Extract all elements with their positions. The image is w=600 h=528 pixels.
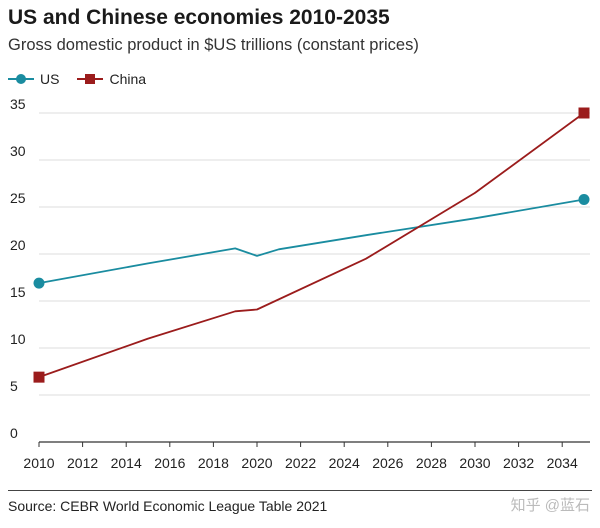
watermark: 知乎 @蓝石 [510,497,590,514]
y-tick-label-0: 0 [10,425,18,441]
line-chart: 0 5 10 15 20 25 30 35 2010 2012 2014 2016 2018 2020 20… [10,96,590,471]
series-line-us [38,198,585,284]
chart-legend: US China [8,71,164,87]
x-tick-label-2016: 2016 [154,455,185,471]
data-point-china-2010 [33,371,45,383]
footer-divider [8,490,592,491]
y-tick-label-20: 20 [10,237,26,253]
legend-us-swatch-icon [8,72,34,86]
data-point-us-2010 [33,277,45,289]
series-line-china [38,112,585,378]
x-tick-label-2030: 2030 [459,455,490,471]
x-tick-label-2014: 2014 [111,455,142,471]
chart-title: US and Chinese economies 2010-2035 [8,6,390,29]
x-tick-label-2010: 2010 [23,455,54,471]
legend-china-swatch-icon [77,72,104,86]
y-tick-label-35: 35 [10,96,26,112]
x-tick-label-2024: 2024 [329,455,360,471]
x-tick-label-2034: 2034 [547,455,578,471]
y-tick-label-30: 30 [10,143,26,159]
x-tick-label-2012: 2012 [67,455,98,471]
y-tick-label-5: 5 [10,378,18,394]
x-tick-label-2026: 2026 [372,455,403,471]
y-tick-label-15: 15 [10,284,26,300]
legend-item-china: China [77,71,146,87]
x-tick-label-2020: 2020 [241,455,272,471]
x-tick-label-2022: 2022 [285,455,316,471]
y-tick-label-25: 25 [10,190,26,206]
legend-us-label: US [40,71,60,87]
data-point-china-2035 [578,107,590,119]
y-tick-label-10: 10 [10,331,26,347]
x-tick-label-2032: 2032 [503,455,534,471]
x-tick-label-2028: 2028 [416,455,447,471]
data-point-us-2035 [578,193,590,205]
legend-china-label: China [109,71,147,87]
source-note: Source: CEBR World Economic League Table… [8,498,328,514]
legend-item-us: US [8,71,59,87]
x-tick-label-2018: 2018 [198,455,229,471]
chart-subtitle: Gross domestic product in $US trillions … [8,36,419,54]
